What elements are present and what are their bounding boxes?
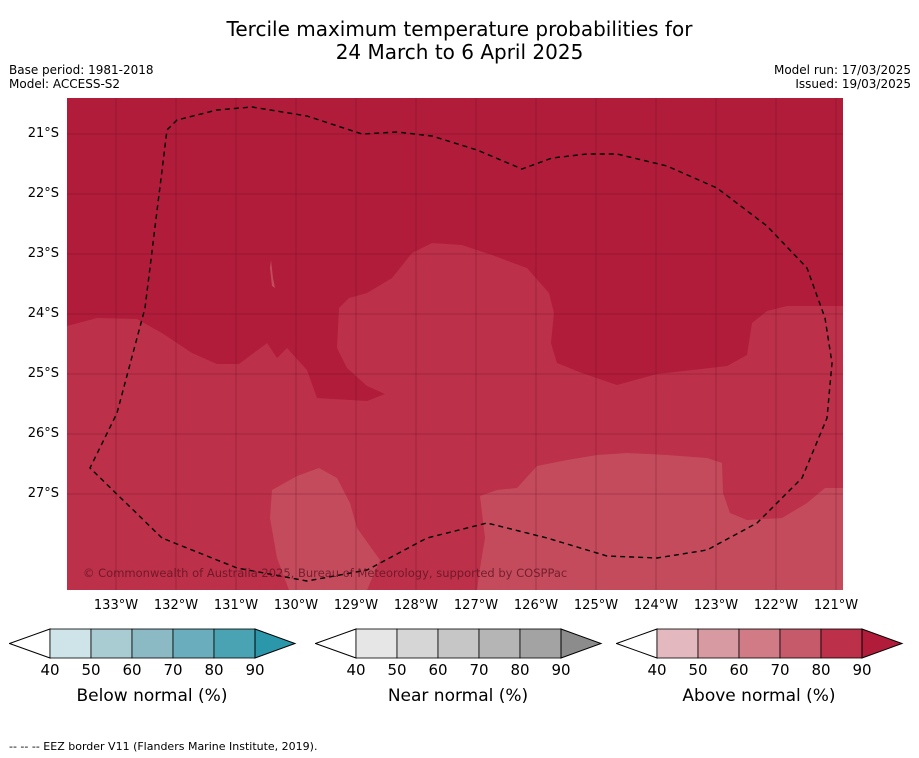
colorbar-max-arrow xyxy=(560,628,603,659)
latitude-label: 23°S xyxy=(27,246,59,261)
footnote: -- -- -- EEZ border V11 (Flanders Marine… xyxy=(9,740,318,753)
colorbar-label: Below normal (%) xyxy=(76,686,228,706)
longitude-label: 124°W xyxy=(633,598,679,613)
colorbar-tick-label: 60 xyxy=(122,661,142,679)
region-above-60-70 xyxy=(477,453,843,590)
model-name: Model: ACCESS-S2 xyxy=(9,77,121,91)
eez-border xyxy=(89,106,833,582)
colorbar-swatch xyxy=(738,628,781,659)
longitude-label: 125°W xyxy=(573,598,619,613)
meta-right: Model run: 17/03/2025 Issued: 19/03/2025 xyxy=(774,63,911,91)
colorbar-tick-label: 60 xyxy=(729,661,749,679)
colorbar-swatch xyxy=(213,628,256,659)
colorbar-swatch xyxy=(172,628,215,659)
colorbar-tick-label: 80 xyxy=(510,661,530,679)
latitude-label: 24°S xyxy=(27,306,59,321)
longitude-label: 127°W xyxy=(453,598,499,613)
colorbar-tick-label: 90 xyxy=(852,661,872,679)
colorbar-swatch xyxy=(131,628,174,659)
longitude-label: 131°W xyxy=(213,598,259,613)
colorbar-min-arrow xyxy=(9,628,51,659)
model-run: Model run: 17/03/2025 xyxy=(773,63,911,77)
colorbar-tick-label: 60 xyxy=(428,661,448,679)
colorbar-tick-label: 50 xyxy=(688,661,708,679)
map-title: Tercile maximum temperature probabilitie… xyxy=(0,18,919,64)
colorbar xyxy=(616,628,904,659)
base-period: Base period: 1981-2018 xyxy=(9,63,154,77)
region-above-60-70 xyxy=(270,468,380,590)
longitude-label: 126°W xyxy=(513,598,559,613)
latitude-label: 22°S xyxy=(27,186,59,201)
colorbar-tick-label: 80 xyxy=(204,661,224,679)
longitude-label: 133°W xyxy=(93,598,139,613)
title-line-1: Tercile maximum temperature probabilitie… xyxy=(226,17,693,41)
colorbar-swatch xyxy=(697,628,740,659)
colorbar-swatch xyxy=(519,628,562,659)
colorbar-tick-label: 40 xyxy=(647,661,667,679)
probability-map: © Commonwealth of Australia 2025, Bureau… xyxy=(67,98,843,590)
colorbar-tick-label: 70 xyxy=(163,661,183,679)
longitude-label: 123°W xyxy=(693,598,739,613)
colorbar-swatch xyxy=(396,628,439,659)
latitude-label: 21°S xyxy=(27,126,59,141)
colorbar-label: Near normal (%) xyxy=(387,686,529,706)
colorbar-tick-label: 50 xyxy=(387,661,407,679)
colorbar-max-arrow xyxy=(861,628,904,659)
longitude-label: 130°W xyxy=(273,598,319,613)
colorbar xyxy=(9,628,297,659)
longitude-label: 129°W xyxy=(333,598,379,613)
colorbar-tick-label: 50 xyxy=(81,661,101,679)
copyright-text: © Commonwealth of Australia 2025, Bureau… xyxy=(83,566,567,580)
longitude-label: 121°W xyxy=(813,598,859,613)
colorbar-label: Above normal (%) xyxy=(682,686,836,706)
title-line-2: 24 March to 6 April 2025 xyxy=(335,40,584,64)
longitude-label: 122°W xyxy=(753,598,799,613)
issued-date: Issued: 19/03/2025 xyxy=(795,77,911,91)
colorbar-swatch xyxy=(478,628,521,659)
colorbar-tick-label: 80 xyxy=(811,661,831,679)
colorbar-tick-label: 90 xyxy=(551,661,571,679)
islet xyxy=(270,260,275,288)
colorbar-swatch xyxy=(90,628,133,659)
colorbar-tick-label: 70 xyxy=(469,661,489,679)
latitude-label: 27°S xyxy=(27,486,59,501)
colorbar-tick-label: 70 xyxy=(770,661,790,679)
longitude-label: 128°W xyxy=(393,598,439,613)
latitude-label: 26°S xyxy=(27,426,59,441)
latitude-label: 25°S xyxy=(27,366,59,381)
colorbar-swatch xyxy=(355,628,398,659)
colorbar-min-arrow xyxy=(616,628,658,659)
colorbar-tick-label: 40 xyxy=(346,661,366,679)
colorbar-tick-label: 90 xyxy=(245,661,265,679)
colorbar-min-arrow xyxy=(315,628,357,659)
colorbar-swatch xyxy=(437,628,480,659)
colorbar-tick-label: 40 xyxy=(40,661,60,679)
longitude-label: 132°W xyxy=(153,598,199,613)
colorbar-swatch xyxy=(49,628,92,659)
colorbar-swatch xyxy=(656,628,699,659)
colorbar-swatch xyxy=(779,628,822,659)
colorbar xyxy=(315,628,603,659)
colorbar-swatch xyxy=(820,628,863,659)
colorbar-max-arrow xyxy=(254,628,297,659)
graticule xyxy=(67,98,843,590)
meta-left: Base period: 1981-2018 Model: ACCESS-S2 xyxy=(9,63,154,91)
